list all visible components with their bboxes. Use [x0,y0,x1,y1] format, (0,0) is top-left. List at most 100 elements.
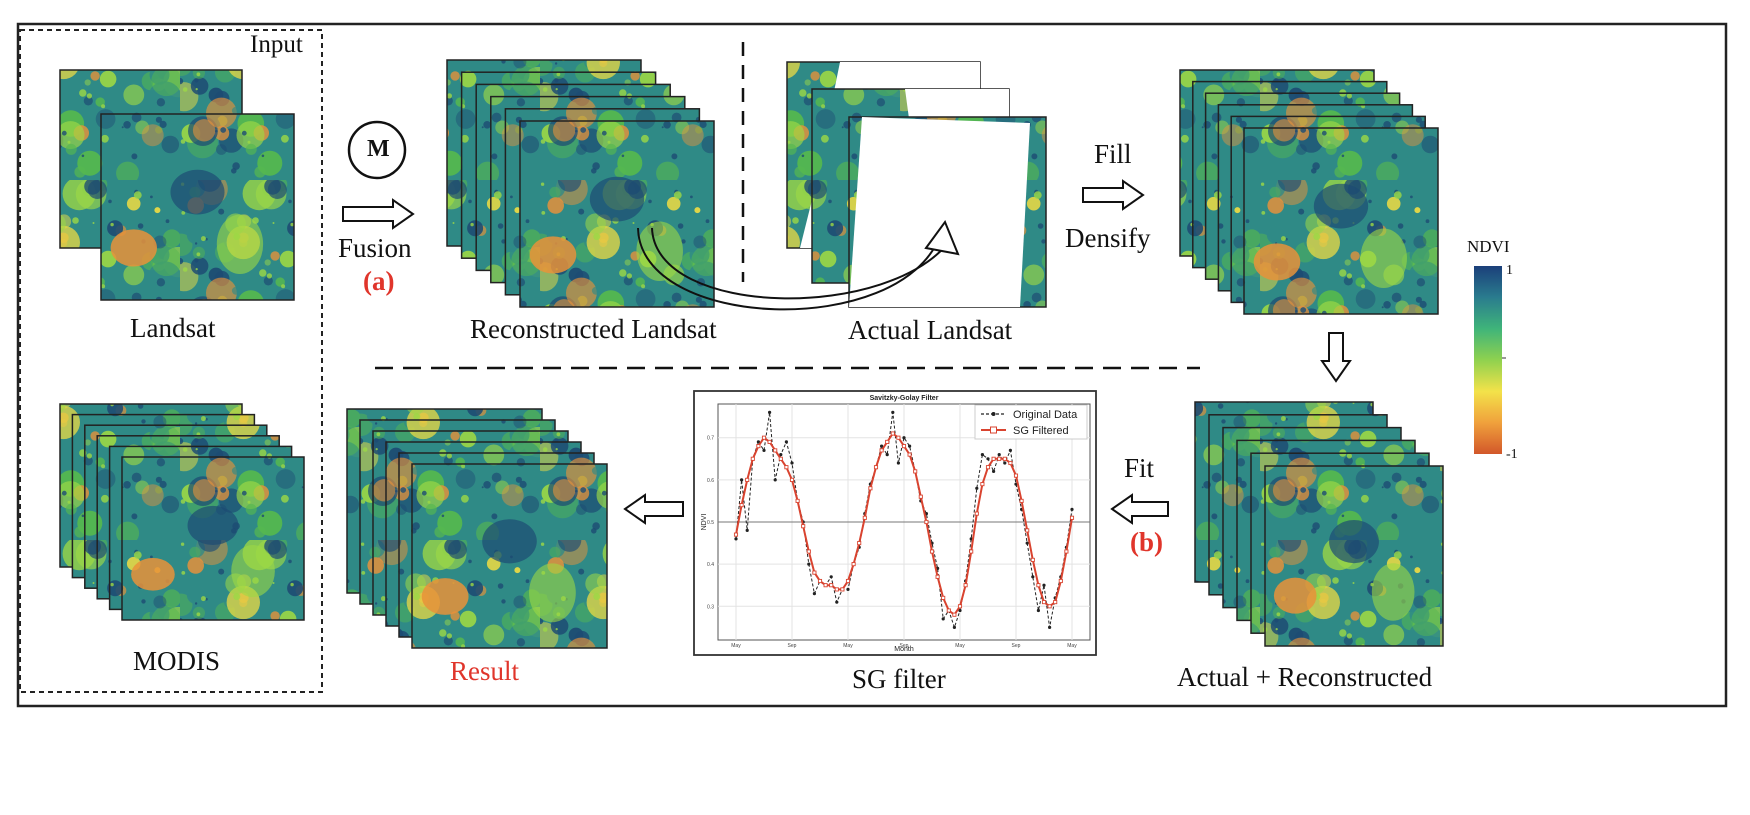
transfer-curve-outer [637,227,941,311]
chart-point-original [762,448,766,452]
chart-point-original [734,537,738,541]
ndvi-colorbar-max: 1 [1506,263,1513,278]
chart-point-sg [733,532,739,537]
chart-point-sg [1036,583,1041,588]
step-a-label: (a) [363,266,395,296]
chart-point-original [952,625,957,630]
chart-legend-marker-sg [990,426,997,434]
chart-point-original [1008,448,1013,452]
chart-y-axis-label: NDVI [701,514,708,531]
map-green-region [231,545,275,598]
chart-point-sg [969,549,974,554]
chart-point-original [1003,461,1007,465]
chart-legend-label: Original Data [1013,409,1078,421]
map-urban-hotspot [529,236,577,274]
chart-point-sg [879,448,884,453]
chart-x-tick-label: May [955,643,965,649]
flow-arrows [342,120,1352,525]
chart-point-sg [974,511,979,516]
chart-point-sg [1030,557,1035,562]
chart-point-original [1036,608,1040,613]
map-dark-region [482,519,537,564]
chart-point-original [784,440,789,444]
input-box [19,29,323,693]
chart-y-tick-label: 0.5 [707,520,714,526]
chart-point-sg [868,486,873,491]
chart-y-tick-label: 0.6 [707,478,714,484]
chart-x-tick-label: May [731,643,741,649]
chart-point-sg [1008,460,1013,466]
densify-label: Densify [1065,223,1151,253]
map-green-region [216,214,264,274]
chart-point-sg [857,541,862,546]
fit-arrow [1110,493,1169,525]
result-arrow [623,493,684,525]
chart-point-sg [952,612,957,617]
chart-x-axis-label: Month [894,646,914,653]
landsat-label: Landsat [130,313,216,343]
actual-landsat-gap-3 [849,117,1030,307]
chart-point-original [846,587,850,592]
chart-x-tick-label: Sep [1012,643,1021,649]
chart-point-original [1031,575,1035,579]
sg-filter-label: SG filter [852,664,946,694]
ndvi-colorbar-min: -1 [1506,447,1518,462]
map-dark-region [1313,183,1369,229]
chart-point-sg [823,583,828,588]
chart-point-original [745,528,749,533]
chart-point-original [885,453,889,457]
chart-point-sg [1019,498,1024,503]
chart-point-sg [795,498,800,503]
fusion-label: Fusion [338,233,412,263]
chart-point-original [1042,583,1046,587]
chart-point-original [807,562,811,566]
chart-point-sg [985,465,991,470]
chart-title: Savitzky-Golay Filter [870,395,939,402]
map-urban-hotspot [421,578,469,615]
fusion-symbol: M [367,136,390,162]
chart-point-sg [913,469,918,474]
chart-y-tick-label: 0.4 [707,562,714,568]
chart-y-tick-label: 0.3 [707,604,714,610]
chart-point-sg [1002,456,1007,461]
chart-point-original [779,453,783,457]
chart-point-sg [924,519,929,525]
chart-point-original [891,410,895,414]
chart-point-original [997,453,1001,457]
chart-point-original [829,575,833,579]
chart-point-original [992,469,996,473]
chart-x-tick-label: Sep [900,643,909,649]
chart-point-sg [1053,600,1058,605]
chart-point-sg [812,570,817,575]
chart-point-sg [745,477,750,482]
chart-point-sg [756,444,761,449]
chart-point-sg [845,578,851,584]
chart-point-original [902,436,906,440]
chart-point-original [980,453,985,457]
chart-point-sg [817,578,823,584]
chart-point-sg [946,608,951,613]
actual-landsat-layer-3 [848,116,1047,308]
fusion-arrow [342,198,415,230]
chart-point-original [756,440,761,444]
chart-legend: Original Data SG Filtered [974,404,1088,440]
chart-point-original [835,600,839,604]
map-urban-hotspot [131,558,175,591]
chart-point-original [986,457,990,461]
chart-point-sg [907,452,912,457]
chart-point-sg [929,549,935,554]
chart-point-original [768,410,772,414]
transfer-curve-head [924,219,960,256]
modis-label: MODIS [133,646,221,676]
result-stack-layer [411,463,608,649]
outer-frame [16,22,1728,708]
chart-point-original [790,461,794,465]
map-urban-hotspot [110,229,157,267]
map-dark-region [170,169,225,215]
chart-point-sg [801,524,806,529]
fit-label: Fit [1124,453,1155,483]
map-stacks [59,59,1444,649]
chart-point-sg [739,503,744,508]
chart-x-tick-label: Sep [788,643,797,649]
